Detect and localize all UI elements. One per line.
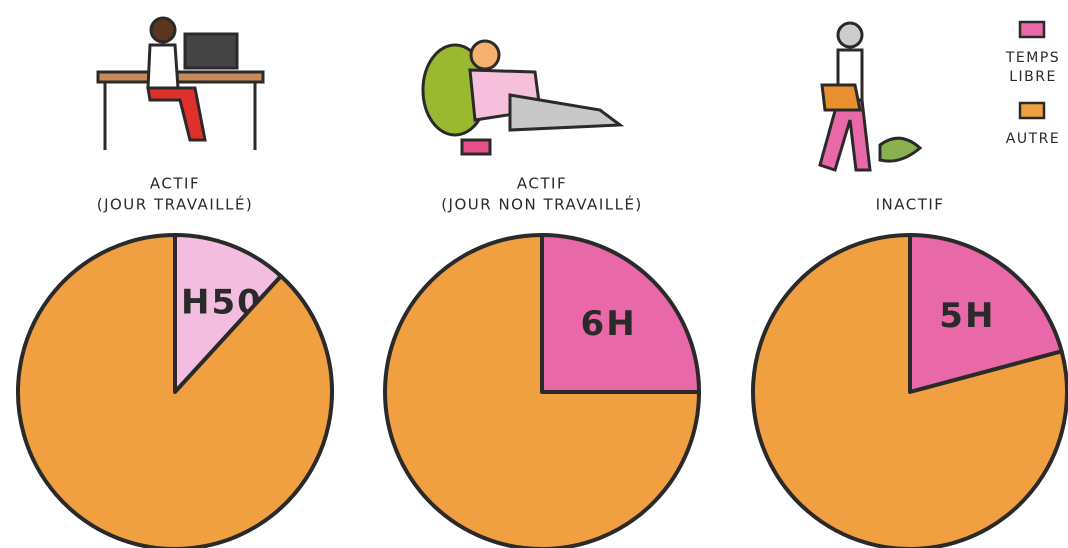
illustration-relaxing [423, 41, 620, 154]
pie-chart: ACTIF (JOUR NON TRAVAILLÉ) 6H [385, 175, 699, 548]
infographic: ACTIF(JOUR TRAVAILLÉ)2H50ACTIF(JOUR NON … [0, 0, 1068, 548]
value-label: 5H [939, 296, 995, 336]
chart-title: ACTIF [517, 175, 567, 193]
chart-title: INACTIF [876, 196, 945, 214]
legend-label: AUTRE [1006, 131, 1060, 147]
value-label: 6H [581, 304, 637, 344]
chart-title: ACTIF [150, 175, 200, 193]
pie-slice [18, 235, 332, 548]
illustration-worker [98, 18, 263, 150]
chart-subtitle: (JOUR NON TRAVAILLÉ) [441, 195, 643, 214]
legend-swatch [1020, 103, 1044, 118]
chart-subtitle: (JOUR TRAVAILLÉ) [97, 195, 254, 214]
pie-chart: ACTIF(JOUR TRAVAILLÉ)2H50 [18, 175, 332, 548]
legend-swatch [1020, 22, 1044, 37]
pie-chart: INACTIF 5H [753, 196, 1067, 548]
illustration-gardener [820, 23, 920, 170]
